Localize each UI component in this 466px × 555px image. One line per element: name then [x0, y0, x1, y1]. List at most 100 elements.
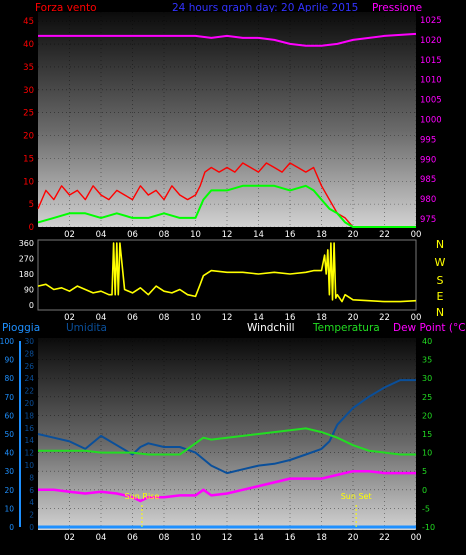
y-tick-label: 10 [24, 461, 34, 470]
y-tick-label: 1005 [420, 96, 442, 106]
x-tick-label: 18 [316, 230, 327, 240]
x-tick-label: 20 [348, 533, 359, 543]
humidity-line [37, 379, 416, 475]
y-tick-label: 40 [422, 337, 432, 346]
y-tick-label: 1025 [420, 16, 442, 26]
x-tick-label: 16 [285, 533, 296, 543]
graph-title: 24 hours graph day: 20 Aprile 2015 [172, 2, 358, 14]
wind-force-label: Forza vento [35, 2, 97, 14]
sun-events: Sun Rise Sun Set [125, 492, 372, 527]
x-tick-label: 12 [222, 313, 233, 323]
x-tick-label: 16 [285, 313, 296, 323]
sun-event-label: Sun Set [341, 492, 372, 501]
y-tick-label: 995 [420, 135, 436, 145]
x-tick-label: 06 [127, 230, 138, 240]
dewpoint-line [38, 469, 416, 503]
x-tick-label: 04 [96, 230, 107, 240]
x-tick-label: 00 [411, 533, 422, 543]
x-tick-label: 22 [379, 230, 390, 240]
y-tick-label: 2 [29, 511, 34, 520]
y-tick-label: 4 [29, 498, 34, 507]
y-tick-label: 45 [23, 17, 34, 27]
y-tick-label: 20 [4, 486, 14, 495]
y-tick-label: 30 [422, 374, 432, 383]
sun-event-label: Sun Rise [125, 492, 160, 501]
y-tick-label: 8 [29, 473, 34, 482]
x-tick-label: 22 [379, 313, 390, 323]
y-tick-label: 985 [420, 175, 436, 185]
legend-humidity: Umidita [66, 322, 107, 334]
y-tick-label: 50 [4, 430, 14, 439]
y-tick-label: 1020 [420, 36, 442, 46]
y-tick-label: 35 [23, 63, 34, 73]
y-tick-label: 30 [24, 337, 34, 346]
y-tick-label: 180 [19, 270, 34, 279]
y-tick-label: 18 [24, 411, 34, 420]
pressure-label: Pressione [372, 2, 422, 14]
y-tick-label: 25 [23, 109, 34, 119]
y-tick-label: 30 [4, 467, 14, 476]
y-tick-label: 14 [24, 436, 34, 445]
y-tick-label: 20 [23, 132, 34, 142]
x-tick-label: 16 [285, 230, 296, 240]
y-tick-label: 12 [24, 449, 34, 458]
x-tick-label: 00 [411, 313, 422, 323]
x-tick-label: 06 [127, 313, 138, 323]
y-tick-label: 5 [422, 467, 427, 476]
y-tick-label: 0 [29, 223, 34, 233]
x-tick-label: 14 [253, 230, 264, 240]
x-tick-label: 12 [222, 533, 233, 543]
x-tick-label: 12 [222, 230, 233, 240]
legend-dewpoint: Dew Point (°C) [393, 322, 466, 334]
y-tick-label: 20 [24, 399, 34, 408]
wind-force-line [37, 162, 416, 228]
wind-pressure-series [37, 32, 417, 228]
y-tick-label: 16 [24, 424, 34, 433]
y-tick-label: 980 [420, 195, 436, 205]
x-tick-label: 14 [253, 533, 264, 543]
y-tick-label: 975 [420, 215, 436, 225]
compass-letter: N [436, 238, 444, 251]
x-tick-label: 10 [190, 313, 201, 323]
wind-direction-series [37, 242, 417, 303]
x-tick-label: 00 [411, 230, 422, 240]
y-tick-label: 1010 [420, 76, 442, 86]
y-tick-label: 40 [23, 40, 34, 50]
y-tick-label: 22 [24, 387, 34, 396]
y-tick-label: 35 [422, 356, 432, 365]
y-tick-label: 28 [24, 349, 34, 358]
x-tick-label: 04 [96, 533, 107, 543]
y-tick-label: 100 [0, 337, 14, 346]
x-tick-label: 20 [348, 313, 359, 323]
x-tick-label: 02 [64, 230, 75, 240]
wind-direction-line [37, 242, 417, 303]
y-tick-label: 1000 [420, 116, 442, 126]
temperature-line [38, 427, 416, 456]
compass-letter: N [436, 306, 444, 319]
wind-avg-line [37, 184, 416, 228]
temperature-humidity-axes: 02 04 06 08 10 12 14 16 18 20 22 000102030405060708… [0, 337, 435, 543]
compass-letter: E [437, 290, 444, 303]
y-tick-label: 270 [19, 255, 34, 264]
y-tick-label: 0 [422, 486, 427, 495]
compass-letter: S [437, 274, 444, 287]
y-tick-label: -10 [422, 523, 435, 532]
y-tick-label: 15 [422, 430, 432, 439]
x-tick-label: 14 [253, 313, 264, 323]
x-tick-label: 10 [190, 533, 201, 543]
y-tick-label: 0 [29, 523, 34, 532]
x-tick-label: 08 [159, 533, 170, 543]
legend-windchill: Windchill [247, 322, 295, 334]
x-tick-label: 20 [348, 230, 359, 240]
y-tick-label: 0 [29, 301, 34, 310]
y-tick-label: 90 [4, 356, 14, 365]
x-tick-label: 18 [316, 313, 327, 323]
y-tick-label: 990 [420, 155, 436, 165]
y-tick-label: 30 [23, 86, 34, 96]
y-tick-label: 10 [422, 449, 432, 458]
compass-letter: W [435, 256, 446, 269]
y-tick-label: 70 [4, 393, 14, 402]
